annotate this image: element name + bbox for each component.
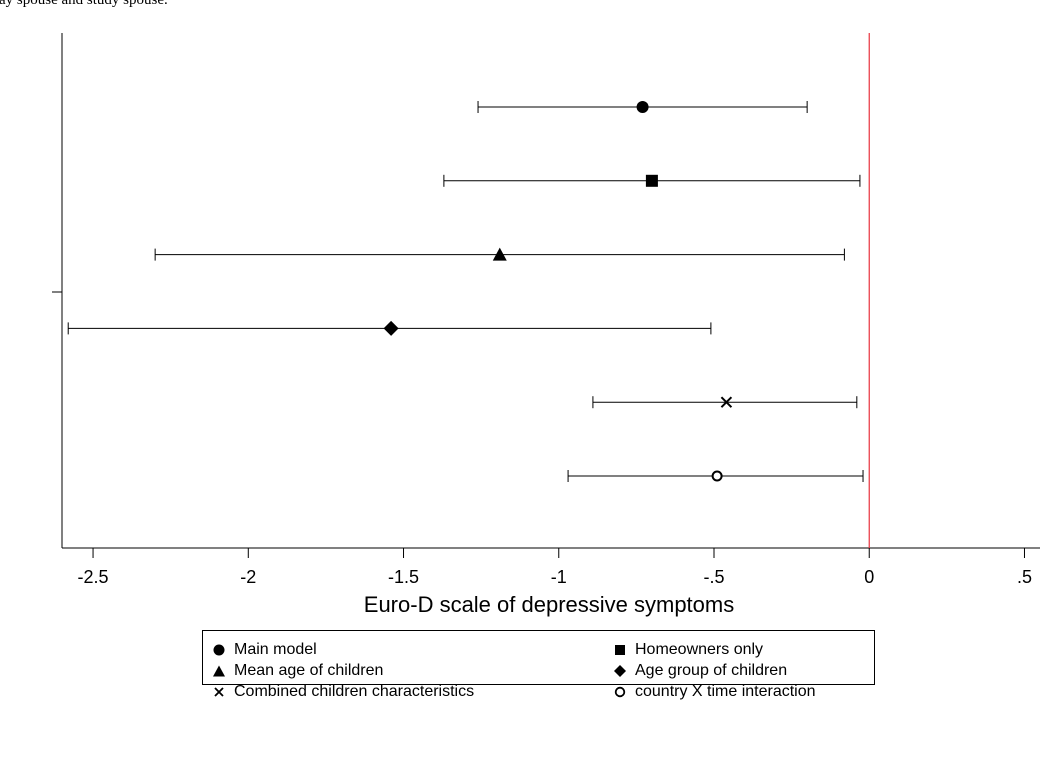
point-circle (636, 101, 649, 113)
series-circle (477, 101, 808, 113)
series-diamond (67, 320, 712, 336)
series-hollow-circle (567, 470, 864, 482)
x-tick-label: -1 (551, 567, 567, 587)
legend-marker-diamond (614, 664, 626, 677)
legend-item-main-model: Main model (213, 641, 317, 658)
series-square (443, 174, 861, 187)
legend-marker-triangle (213, 665, 225, 676)
legend-label: Main model (234, 641, 317, 658)
axes: -2.5 -2 -1.5 -1 -.5 0 .5 (52, 33, 1040, 587)
series-x (592, 396, 858, 409)
legend-item-mean-age: Mean age of children (213, 662, 383, 679)
x-tick-label: -.5 (703, 567, 724, 587)
point-square (645, 174, 658, 187)
x-tick-label: -2 (240, 567, 256, 587)
legend-label: Mean age of children (234, 662, 384, 679)
point-triangle (492, 247, 507, 261)
legend-marker-x (214, 686, 224, 697)
coefficient-plot: -2.5 -2 -1.5 -1 -.5 0 .5 Euro-D scale of depre… (52, 33, 1040, 617)
series-triangle (154, 247, 845, 261)
series-layer (67, 101, 864, 482)
x-tick-label: -1.5 (388, 567, 419, 587)
legend-row: Main model Homeowners only (203, 641, 874, 658)
legend-item-combined: Combined children characteristics (213, 683, 474, 700)
legend-marker-circle (213, 644, 225, 655)
x-tick-label: .5 (1017, 567, 1032, 587)
legend: Main model Homeowners only Mean age of c… (202, 630, 875, 700)
legend-label: country X time interaction (635, 683, 816, 700)
x-tick-label: 0 (864, 567, 874, 587)
legend-row: Mean age of children Age group of childr… (203, 662, 874, 679)
legend-label: Age group of children (635, 662, 788, 679)
point-hollow-circle (711, 470, 723, 482)
legend-label: Combined children characteristics (234, 683, 475, 700)
x-tick-label: -2.5 (78, 567, 109, 587)
x-axis-title: Euro-D scale of depressive symptoms (364, 592, 734, 617)
legend-marker-hollow-circle (614, 686, 626, 697)
point-diamond (383, 320, 399, 336)
page-caption-fragment: ay spouse and study spouse. (0, 0, 168, 8)
legend-item-country-time: country X time interaction (614, 683, 816, 700)
legend-label: Homeowners only (635, 641, 764, 658)
legend-row: Combined children characteristics countr… (203, 683, 874, 700)
legend-item-homeowners-only: Homeowners only (614, 641, 763, 658)
point-x (720, 396, 733, 408)
legend-item-age-group: Age group of children (614, 662, 787, 679)
legend-marker-square (615, 644, 625, 655)
